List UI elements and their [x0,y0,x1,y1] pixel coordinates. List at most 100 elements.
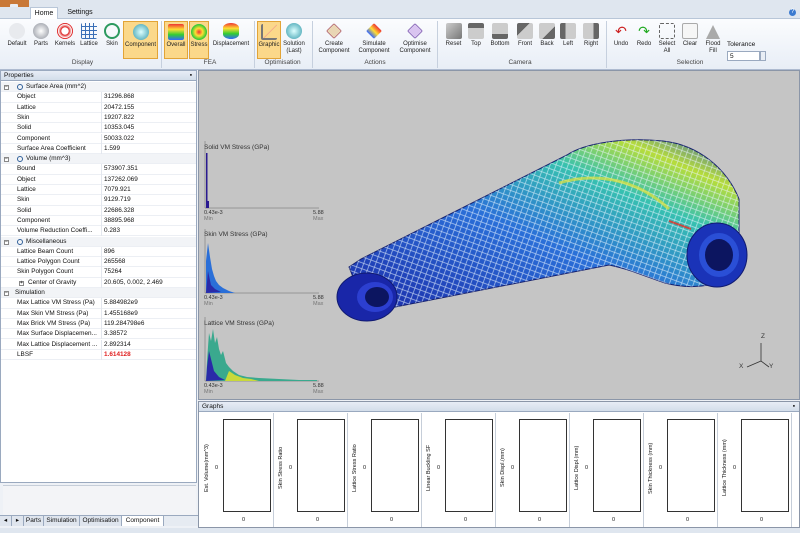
tab-settings[interactable]: Settings [67,9,93,16]
property-value[interactable]: 19207.822 [101,112,194,124]
component-button[interactable]: Component [123,21,158,59]
overall-button[interactable]: Overall [164,21,188,59]
clear-button[interactable]: Clear [679,21,701,59]
help-icon[interactable]: ? [789,9,796,16]
pin-icon[interactable]: ▪ [189,72,192,79]
skin-button[interactable]: Skin [101,21,123,59]
camera-bottom-button[interactable]: Bottom [487,21,513,59]
property-row[interactable]: Max Lattice Displacement ... 2.892314 [1,339,196,350]
property-value[interactable]: 9129.719 [101,195,194,206]
tab-scroll-right-icon[interactable]: ▸ [12,516,24,526]
property-row[interactable]: Max Brick VM Stress (Pa) 119.284798e6 [1,318,196,330]
property-value[interactable]: 573907.351 [101,164,194,175]
property-value[interactable]: 137262.069 [101,174,194,185]
tab-home[interactable]: Home [30,7,58,19]
parts-button[interactable]: Parts [30,21,52,59]
property-value[interactable]: 75264 [101,267,194,278]
solution-button[interactable]: Solution (Last) [282,21,306,59]
flood-fill-button[interactable]: Flood Fill [702,21,724,59]
pin-icon[interactable]: ▪ [792,403,795,410]
property-value[interactable]: 2.892314 [101,339,194,350]
property-value[interactable]: 5.884982e9 [101,298,194,309]
3d-viewport[interactable]: Solid VM Stress (GPa) 0.43e-3 5.88 Min M… [198,70,800,400]
property-row[interactable]: Component 50033.022 [1,133,196,144]
property-value[interactable]: 10353.045 [101,123,194,134]
property-value[interactable]: 50033.022 [101,133,194,144]
camera-right-button[interactable]: Right [579,21,603,59]
graphic-button[interactable]: Graphic [257,21,281,59]
collapse-icon[interactable]: − [4,156,9,163]
lattice-button[interactable]: Lattice [78,21,100,59]
property-value[interactable]: 119.284798e6 [101,318,194,330]
optimise-component-button[interactable]: Optimise Component [396,21,434,59]
displacement-button[interactable]: Displacement [210,21,252,59]
graph-plot-area[interactable] [445,419,493,512]
property-row[interactable]: Lattice Polygon Count 265568 [1,257,196,268]
redo-button[interactable]: ↷ Redo [633,21,655,59]
simulate-component-button[interactable]: Simulate Component [355,21,393,59]
property-value[interactable]: 31296.868 [101,92,194,103]
property-value[interactable]: 20472.155 [101,102,194,113]
property-row[interactable]: Object 31296.868 [1,92,196,103]
camera-left-button[interactable]: Left [558,21,578,59]
property-value[interactable]: 1.614128 [101,349,194,361]
property-row[interactable]: Lattice 7079.921 [1,185,196,196]
property-row[interactable]: Lattice 20472.155 [1,102,196,113]
property-row[interactable]: LBSF 1.614128 [1,349,196,361]
stress-button[interactable]: Stress [189,21,209,59]
property-value[interactable]: 0.283 [101,226,194,237]
select-all-button[interactable]: Select All [656,21,678,59]
property-category[interactable]: − Surface Area (mm^2) [1,82,196,93]
property-value[interactable]: 7079.921 [101,185,194,196]
graph-plot-area[interactable] [371,419,419,512]
graph-plot-area[interactable] [741,419,789,512]
tab-parts[interactable]: Parts [24,516,44,526]
collapse-icon[interactable]: − [4,84,9,90]
property-category[interactable]: − Simulation [1,288,196,299]
camera-back-button[interactable]: Back [537,21,557,59]
tolerance-input[interactable]: 5 [727,51,760,61]
default-button[interactable]: Default [5,21,29,59]
property-row[interactable]: Max Skin VM Stress (Pa) 1.455168e9 [1,308,196,319]
property-category[interactable]: − Volume (mm^3) [1,154,196,165]
property-value[interactable]: 1.599 [101,143,194,155]
tab-component[interactable]: Component [122,516,164,526]
property-row[interactable]: Surface Area Coefficient 1.599 [1,143,196,155]
property-value[interactable]: 38895.968 [101,215,194,227]
collapse-icon[interactable]: − [4,290,9,296]
property-value[interactable]: 22686.328 [101,205,194,216]
graph-plot-area[interactable] [223,419,271,512]
property-value[interactable]: 3.38572 [101,329,194,340]
property-row[interactable]: Skin 9129.719 [1,195,196,206]
property-row[interactable]: + Center of Gravity 20.605, 0.002, 2.469 [1,277,196,288]
property-value[interactable]: 896 [101,246,194,258]
property-row[interactable]: Object 137262.069 [1,174,196,185]
property-row[interactable]: Max Lattice VM Stress (Pa) 5.884982e9 [1,298,196,309]
collapse-icon[interactable]: − [4,238,9,245]
property-row[interactable]: Solid 10353.045 [1,123,196,134]
property-row[interactable]: Bound 573907.351 [1,164,196,175]
camera-reset-button[interactable]: Reset [442,21,465,59]
property-value[interactable]: 20.605, 0.002, 2.469 [101,277,194,288]
expand-icon[interactable]: + [19,279,24,286]
property-value[interactable]: 265568 [101,257,194,268]
property-row[interactable]: Component 38895.968 [1,215,196,227]
camera-top-button[interactable]: Top [466,21,486,59]
property-row[interactable]: Lattice Beam Count 896 [1,246,196,258]
graph-plot-area[interactable] [519,419,567,512]
property-row[interactable]: Volume Reduction Coeffi... 0.283 [1,226,196,237]
create-component-button[interactable]: Create Component [316,21,352,59]
graph-plot-area[interactable] [593,419,641,512]
undo-button[interactable]: ↶ Undo [610,21,632,59]
property-category[interactable]: − Miscellaneous [1,236,196,247]
tolerance-spinner[interactable] [760,51,766,61]
tab-scroll-left-icon[interactable]: ◂ [0,516,12,526]
graph-plot-area[interactable] [667,419,715,512]
tab-simulation[interactable]: Simulation [44,516,80,526]
camera-front-button[interactable]: Front [514,21,536,59]
kernels-button[interactable]: Kernels [53,21,77,59]
property-row[interactable]: Max Surface Displacemen... 3.38572 [1,329,196,340]
graph-plot-area[interactable] [297,419,345,512]
tab-optimisation[interactable]: Optimisation [80,516,122,526]
property-row[interactable]: Solid 22686.328 [1,205,196,216]
